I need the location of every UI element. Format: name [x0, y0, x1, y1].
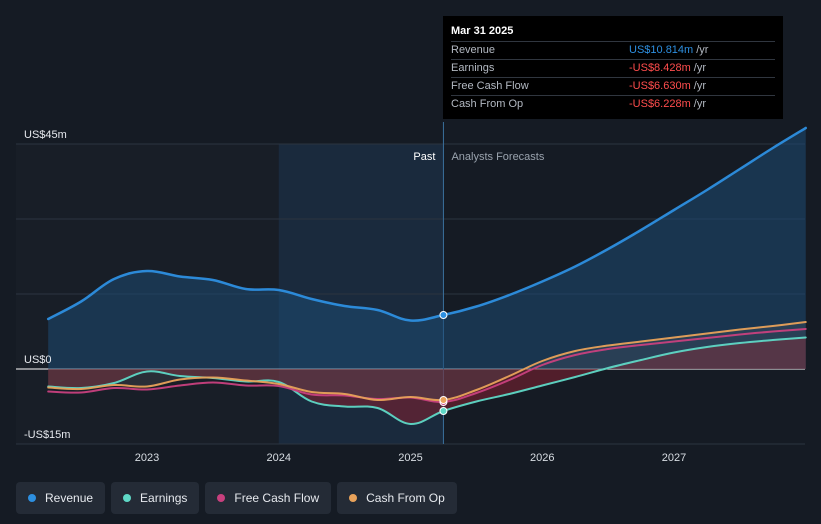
- y-tick-label: -US$15m: [24, 429, 70, 441]
- earnings-dot-icon: [123, 494, 132, 502]
- forecast-region-label: Analysts Forecasts: [451, 151, 544, 163]
- y-tick-label: US$45m: [24, 129, 67, 141]
- revenue-line: [46, 126, 807, 322]
- x-tick-label: 2024: [267, 452, 291, 464]
- tooltip-row-revenue: Revenue US$10.814m /yr: [451, 41, 775, 59]
- tooltip-row-earnings: Earnings -US$8.428m /yr: [451, 59, 775, 77]
- revenue-area: [48, 128, 806, 369]
- tooltip-value: -US$8.428m: [629, 62, 691, 74]
- earnings-line: [47, 336, 807, 426]
- tooltip-label: Free Cash Flow: [451, 80, 529, 92]
- free-cash-flow-dot-icon: [217, 494, 226, 502]
- revenue-dot-icon: [28, 494, 36, 502]
- revenue-marker: [439, 311, 448, 319]
- hover-markers: [439, 311, 448, 415]
- tooltip: Mar 31 2025 Revenue US$10.814m /yr Earni…: [443, 16, 783, 119]
- area-layer: [48, 128, 806, 425]
- legend-item-cash-from-op[interactable]: Cash From Op: [337, 482, 457, 514]
- earnings-marker: [439, 407, 448, 415]
- tooltip-unit: /yr: [693, 80, 706, 92]
- legend-item-revenue[interactable]: Revenue: [16, 482, 106, 514]
- tooltip-label: Cash From Op: [451, 98, 524, 110]
- cash-from-op-line: [47, 321, 807, 402]
- tooltip-unit: /yr: [693, 98, 706, 110]
- y-tick-label: US$0: [24, 354, 52, 366]
- x-tick-label: 2025: [398, 452, 422, 464]
- past-region-label: Past: [413, 151, 435, 163]
- earnings-area: [48, 337, 806, 425]
- tooltip-value: -US$6.228m: [629, 98, 691, 110]
- x-tick-label: 2023: [135, 452, 159, 464]
- x-tick-label: 2026: [530, 452, 554, 464]
- tooltip-label: Earnings: [451, 62, 495, 74]
- series-lines: [46, 126, 807, 426]
- cash-from-op-dot-icon: [349, 494, 358, 502]
- legend-label: Revenue: [45, 491, 94, 505]
- axis-labels: Past Analysts Forecasts US$45m US$0 -US$15…: [24, 129, 686, 464]
- legend-label: Earnings: [140, 491, 188, 505]
- tooltip-label: Revenue: [451, 44, 496, 56]
- tooltip-row-free-cash-flow: Free Cash Flow -US$6.630m /yr: [451, 77, 775, 95]
- legend-label: Cash From Op: [366, 491, 445, 505]
- free-cash-flow-line: [47, 328, 807, 404]
- tooltip-value: -US$6.630m: [629, 80, 691, 92]
- tooltip-value: US$10.814m: [629, 44, 694, 56]
- legend-item-free-cash-flow[interactable]: Free Cash Flow: [205, 482, 332, 514]
- tooltip-date: Mar 31 2025: [451, 25, 514, 37]
- tooltip-unit: /yr: [693, 62, 706, 74]
- legend-item-earnings[interactable]: Earnings: [111, 482, 200, 514]
- x-tick-label: 2027: [662, 452, 686, 464]
- cash-from-op-area: [48, 322, 806, 401]
- legend-label: Free Cash Flow: [234, 491, 320, 505]
- tooltip-unit: /yr: [696, 44, 709, 56]
- cash-from-op-marker: [439, 396, 448, 404]
- legend: Revenue Earnings Free Cash Flow Cash Fro…: [16, 482, 457, 514]
- tooltip-row-cash-from-op: Cash From Op -US$6.228m /yr: [451, 95, 775, 113]
